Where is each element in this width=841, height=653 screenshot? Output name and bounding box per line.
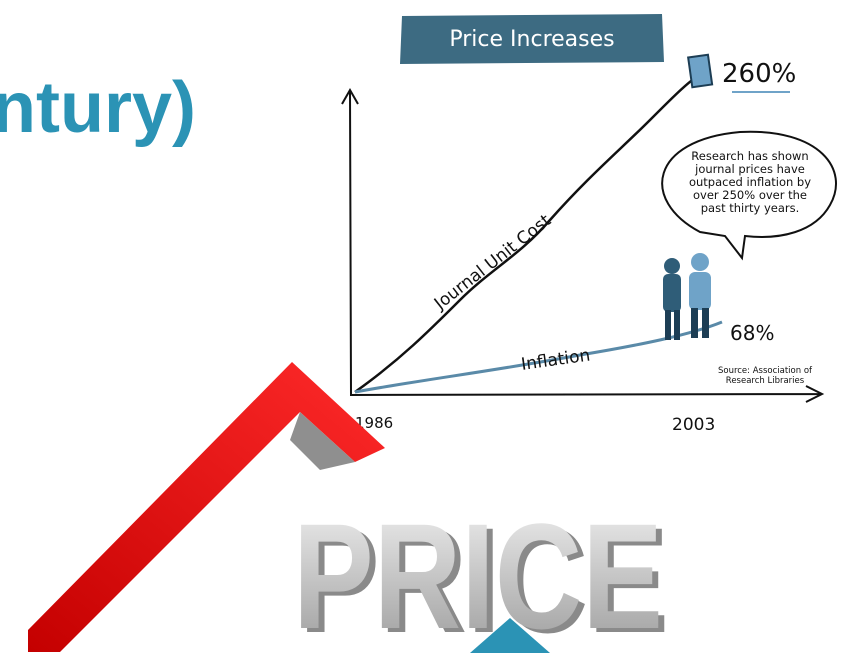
source-line: Source: Association of [718, 366, 813, 376]
journal-label: Journal Unit Cost [430, 211, 555, 315]
banner-text: Price Increases [449, 27, 614, 52]
bubble-line: outpaced inflation by [689, 175, 811, 189]
y-axis [342, 90, 358, 395]
source: Source: Association of Research Librarie… [718, 366, 813, 386]
bubble-line: over 250% over the [693, 188, 807, 202]
bubble-line: Research has shown [691, 149, 808, 163]
top-value: 260% [722, 59, 796, 89]
bubble-line: journal prices have [694, 162, 805, 176]
people-figures [663, 253, 711, 340]
source-line: Research Libraries [726, 376, 805, 386]
inflation-label: Inflation [520, 345, 592, 374]
bubble-text: Research has shown journal prices have o… [689, 149, 811, 215]
end-year: 2003 [672, 415, 715, 435]
slide: ntury) Price Increases Journal Unit Cost… [0, 0, 841, 653]
x-axis [350, 386, 822, 402]
end-value: 68% [730, 321, 774, 345]
page: ntury) Price Increases Journal Unit Cost… [0, 0, 841, 653]
price-word: PRICE [293, 492, 663, 653]
slide-title: ntury) [0, 68, 196, 148]
bubble-line: past thirty years. [701, 201, 800, 215]
book-icon [688, 55, 712, 87]
